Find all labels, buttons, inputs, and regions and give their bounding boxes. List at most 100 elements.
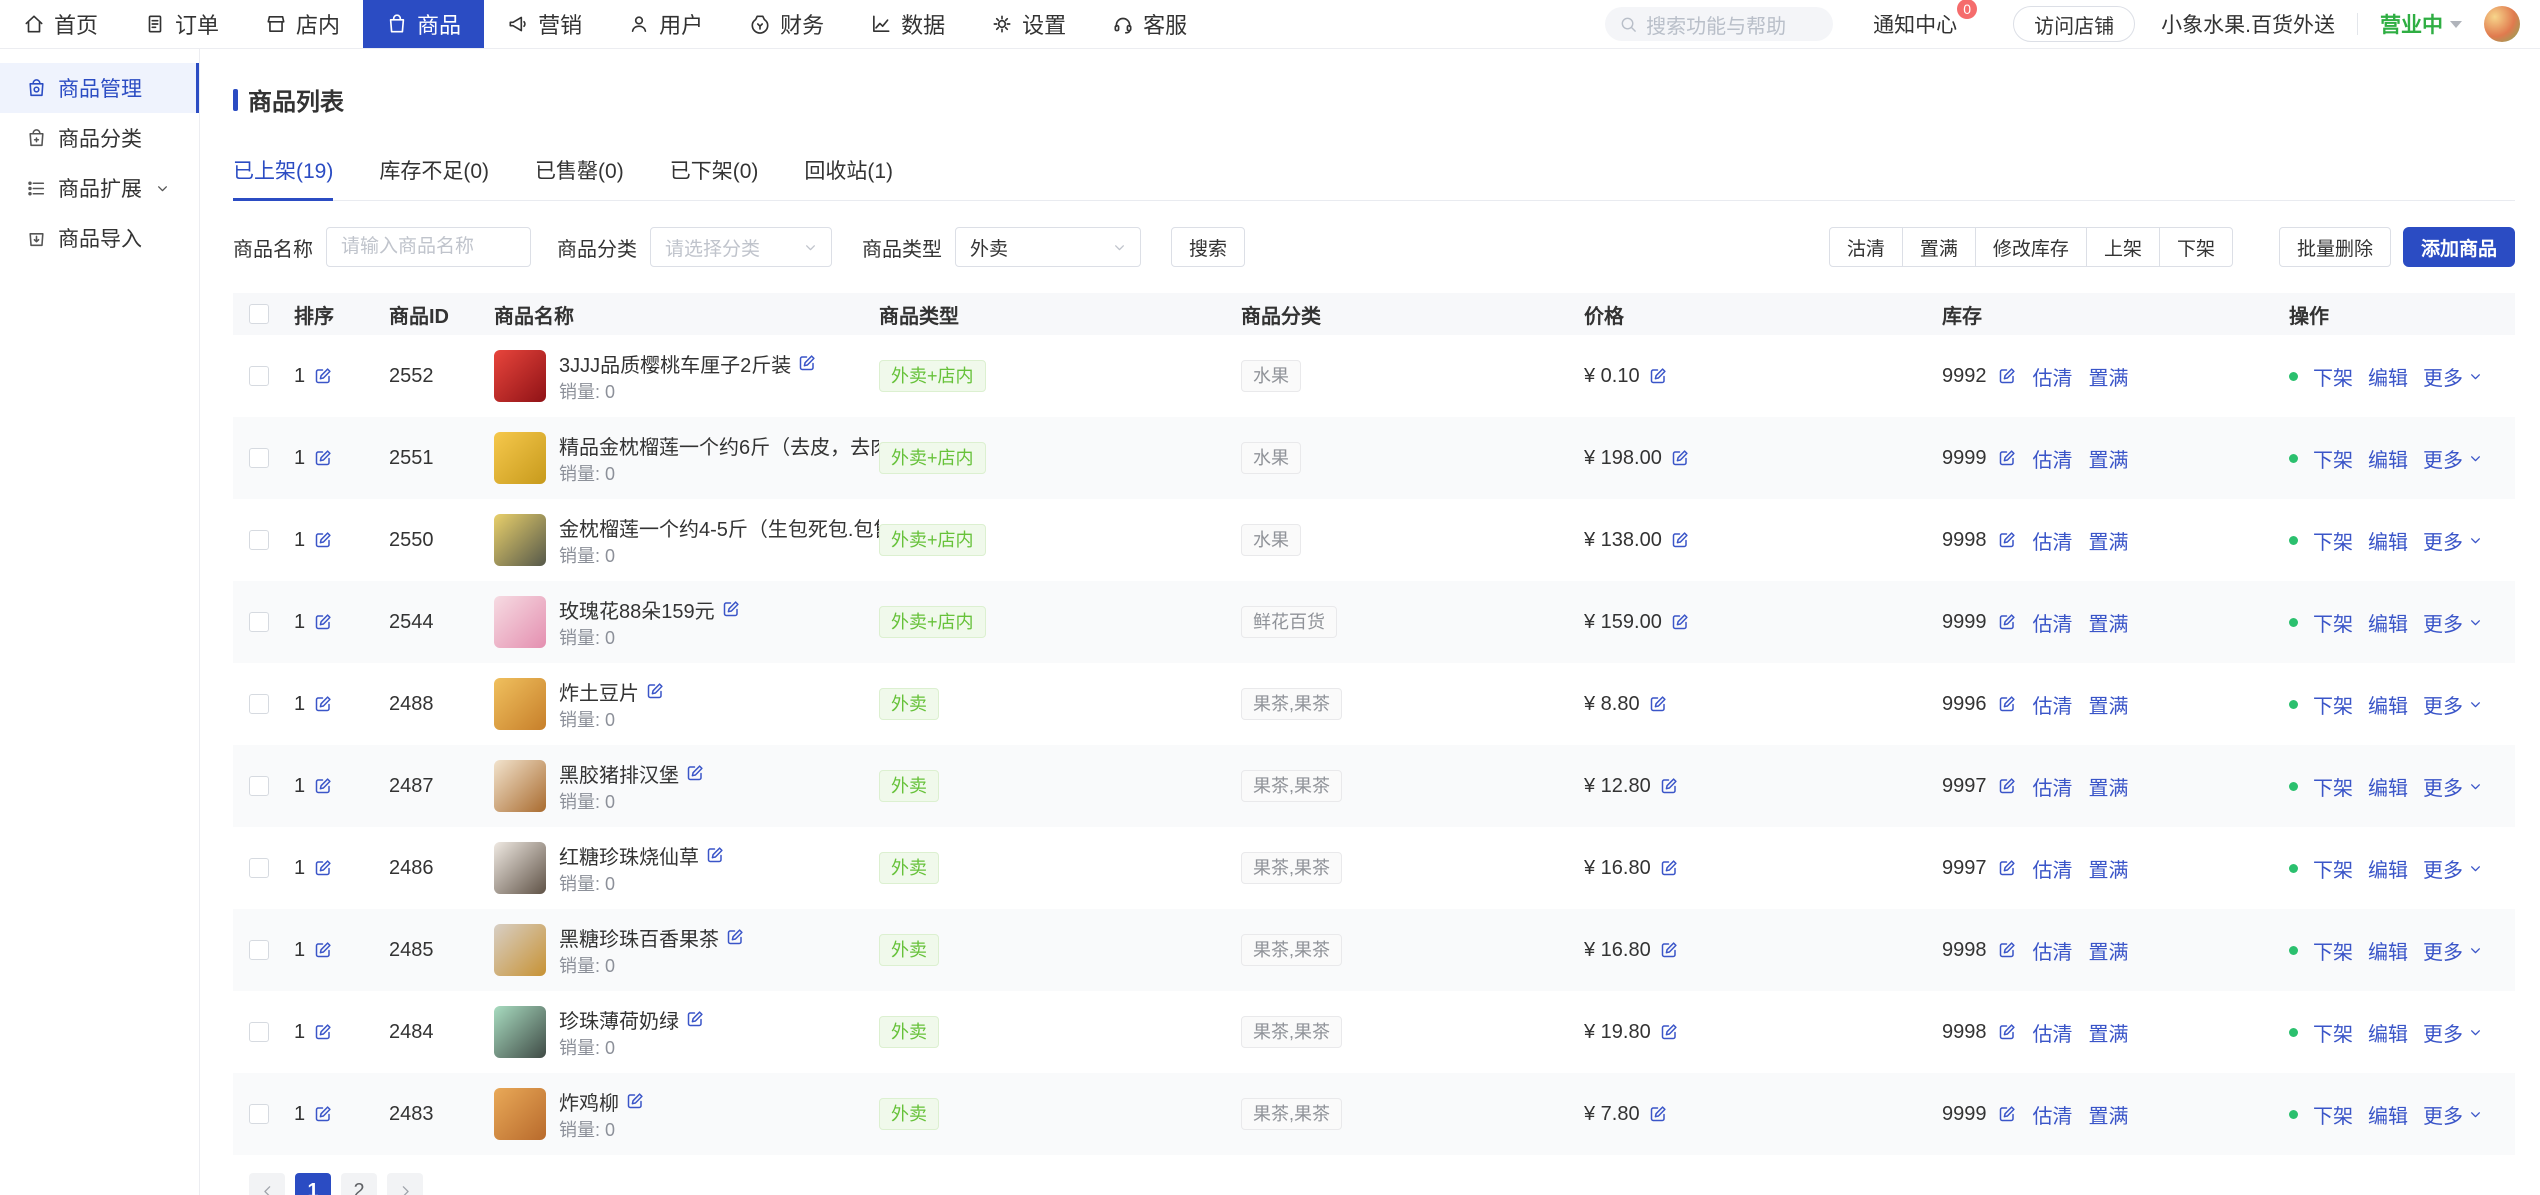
- row-offshelf-link[interactable]: 下架: [2313, 1105, 2353, 1128]
- row-edit-link[interactable]: 编辑: [2368, 1105, 2408, 1128]
- select-all-checkbox[interactable]: [249, 304, 269, 324]
- row-checkbox[interactable]: [249, 612, 269, 632]
- row-more-dropdown[interactable]: 更多: [2423, 608, 2484, 637]
- row-fill-link[interactable]: 置满: [2088, 777, 2129, 800]
- row-more-dropdown[interactable]: 更多: [2423, 936, 2484, 965]
- edit-stock-icon[interactable]: [1997, 858, 2017, 878]
- edit-name-icon[interactable]: [685, 1009, 705, 1029]
- edit-name-icon[interactable]: [645, 681, 665, 701]
- tab-soldout[interactable]: 已售罄(0): [535, 160, 624, 183]
- row-offshelf-link[interactable]: 下架: [2313, 859, 2353, 882]
- row-more-dropdown[interactable]: 更多: [2423, 690, 2484, 719]
- product-image[interactable]: [494, 678, 546, 730]
- edit-name-icon[interactable]: [625, 1091, 645, 1111]
- row-estimate-link[interactable]: 估清: [2032, 1023, 2073, 1046]
- edit-name-icon[interactable]: [725, 927, 745, 947]
- row-checkbox[interactable]: [249, 858, 269, 878]
- row-fill-link[interactable]: 置满: [2088, 941, 2129, 964]
- nav-item-support[interactable]: 客服: [1089, 0, 1210, 48]
- row-edit-link[interactable]: 编辑: [2368, 777, 2408, 800]
- row-fill-link[interactable]: 置满: [2088, 1105, 2129, 1128]
- nav-item-settings[interactable]: 设置: [968, 0, 1089, 48]
- row-edit-link[interactable]: 编辑: [2368, 941, 2408, 964]
- sidebar-item-goods-manage[interactable]: 商品管理: [0, 63, 199, 113]
- edit-sort-icon[interactable]: [313, 530, 333, 550]
- row-fill-link[interactable]: 置满: [2088, 613, 2129, 636]
- edit-price-icon[interactable]: [1648, 1104, 1668, 1124]
- edit-name-icon[interactable]: [721, 599, 741, 619]
- product-image[interactable]: [494, 842, 546, 894]
- row-edit-link[interactable]: 编辑: [2368, 367, 2408, 390]
- tab-recyclebin[interactable]: 回收站(1): [804, 160, 894, 183]
- row-more-dropdown[interactable]: 更多: [2423, 1018, 2484, 1047]
- edit-sort-icon[interactable]: [313, 776, 333, 796]
- product-image[interactable]: [494, 350, 546, 402]
- row-estimate-link[interactable]: 估清: [2032, 695, 2073, 718]
- product-image[interactable]: [494, 1088, 546, 1140]
- edit-stock-icon[interactable]: [1997, 940, 2017, 960]
- product-image[interactable]: [494, 596, 546, 648]
- prev-page-button[interactable]: [249, 1173, 285, 1195]
- row-fill-link[interactable]: 置满: [2088, 367, 2129, 390]
- edit-name-icon[interactable]: [705, 845, 725, 865]
- edit-stock-icon[interactable]: [1997, 530, 2017, 550]
- nav-item-store[interactable]: 店内: [242, 0, 363, 48]
- row-more-dropdown[interactable]: 更多: [2423, 444, 2484, 473]
- nav-item-users[interactable]: 用户: [605, 0, 726, 48]
- row-edit-link[interactable]: 编辑: [2368, 613, 2408, 636]
- row-offshelf-link[interactable]: 下架: [2313, 449, 2353, 472]
- sidebar-item-goods-extend[interactable]: 商品扩展: [0, 163, 199, 213]
- row-more-dropdown[interactable]: 更多: [2423, 1100, 2484, 1129]
- row-edit-link[interactable]: 编辑: [2368, 531, 2408, 554]
- row-edit-link[interactable]: 编辑: [2368, 449, 2408, 472]
- edit-price-icon[interactable]: [1670, 612, 1690, 632]
- product-image[interactable]: [494, 760, 546, 812]
- row-edit-link[interactable]: 编辑: [2368, 1023, 2408, 1046]
- edit-stock-icon[interactable]: [1997, 612, 2017, 632]
- row-fill-link[interactable]: 置满: [2088, 1023, 2129, 1046]
- edit-name-icon[interactable]: [685, 763, 705, 783]
- row-estimate-link[interactable]: 估清: [2032, 367, 2073, 390]
- row-offshelf-link[interactable]: 下架: [2313, 367, 2353, 390]
- edit-stock-icon[interactable]: [1997, 776, 2017, 796]
- add-product-button[interactable]: 添加商品: [2402, 227, 2515, 267]
- edit-price-icon[interactable]: [1659, 776, 1679, 796]
- row-more-dropdown[interactable]: 更多: [2423, 854, 2484, 883]
- product-image[interactable]: [494, 924, 546, 976]
- row-checkbox[interactable]: [249, 366, 269, 386]
- next-page-button[interactable]: [387, 1173, 423, 1195]
- edit-sort-icon[interactable]: [313, 940, 333, 960]
- page-button-2[interactable]: 2: [341, 1173, 377, 1195]
- row-estimate-link[interactable]: 估清: [2032, 531, 2073, 554]
- shop-status-dropdown[interactable]: 营业中: [2380, 9, 2462, 39]
- page-button-1[interactable]: 1: [295, 1173, 331, 1195]
- edit-sort-icon[interactable]: [313, 1104, 333, 1124]
- sidebar-item-goods-import[interactable]: 商品导入: [0, 213, 199, 263]
- row-checkbox[interactable]: [249, 448, 269, 468]
- row-more-dropdown[interactable]: 更多: [2423, 362, 2484, 391]
- edit-price-icon[interactable]: [1659, 1022, 1679, 1042]
- row-offshelf-link[interactable]: 下架: [2313, 613, 2353, 636]
- edit-stock-icon[interactable]: [1997, 366, 2017, 386]
- product-name-input[interactable]: [326, 227, 531, 267]
- product-image[interactable]: [494, 432, 546, 484]
- global-search-input[interactable]: 搜索功能与帮助: [1605, 7, 1834, 41]
- row-fill-link[interactable]: 置满: [2088, 531, 2129, 554]
- nav-item-orders[interactable]: 订单: [121, 0, 242, 48]
- bulk-offshelf-button[interactable]: 下架: [2158, 227, 2233, 267]
- row-estimate-link[interactable]: 估清: [2032, 859, 2073, 882]
- nav-item-data[interactable]: 数据: [847, 0, 968, 48]
- nav-item-home[interactable]: 首页: [0, 0, 121, 48]
- category-select[interactable]: 请选择分类: [650, 227, 832, 267]
- type-select[interactable]: 外卖: [955, 227, 1141, 267]
- row-checkbox[interactable]: [249, 1022, 269, 1042]
- row-offshelf-link[interactable]: 下架: [2313, 531, 2353, 554]
- row-offshelf-link[interactable]: 下架: [2313, 941, 2353, 964]
- edit-sort-icon[interactable]: [313, 612, 333, 632]
- nav-item-finance[interactable]: 财务: [726, 0, 847, 48]
- edit-sort-icon[interactable]: [313, 448, 333, 468]
- bulk-fill-button[interactable]: 置满: [1901, 227, 1976, 267]
- bulk-estimate-button[interactable]: 沽清: [1828, 227, 1903, 267]
- row-checkbox[interactable]: [249, 776, 269, 796]
- row-offshelf-link[interactable]: 下架: [2313, 1023, 2353, 1046]
